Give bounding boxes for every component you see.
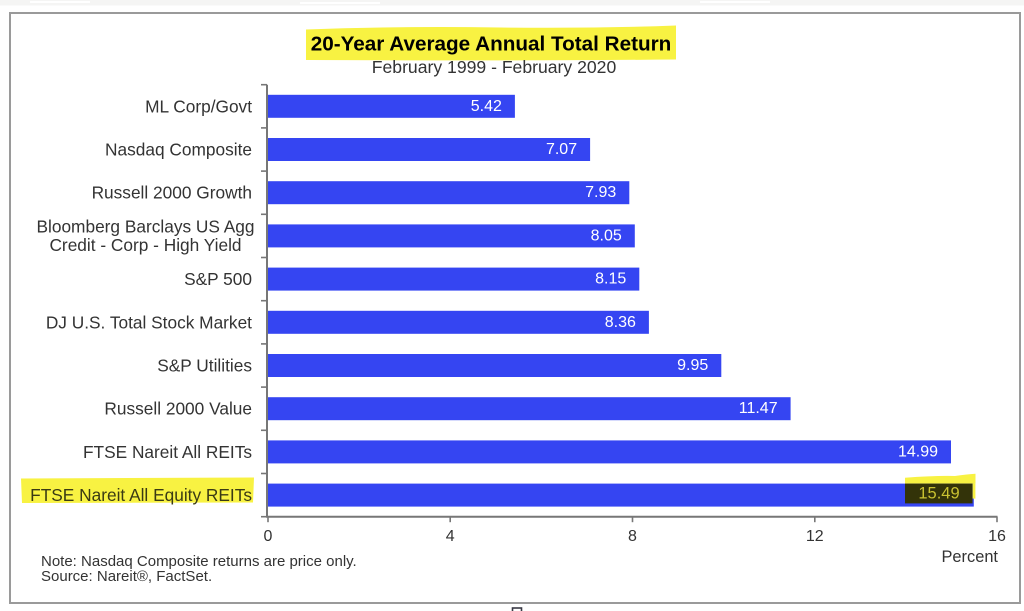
svg-text:8.15: 8.15 (595, 271, 626, 288)
svg-text:12: 12 (806, 528, 824, 545)
svg-text:FTSE Nareit All REITs: FTSE Nareit All REITs (83, 442, 252, 462)
svg-text:14.99: 14.99 (898, 443, 938, 460)
svg-text:Bloomberg Barclays US Agg: Bloomberg Barclays US Agg (36, 217, 254, 237)
svg-text:S&P 500: S&P 500 (184, 269, 252, 289)
svg-text:Nasdaq Composite: Nasdaq Composite (105, 140, 252, 160)
svg-text:Percent: Percent (942, 548, 999, 566)
svg-text:5.42: 5.42 (471, 98, 502, 115)
svg-text:Note: Nasdaq Composite returns: Note: Nasdaq Composite returns are price… (41, 553, 357, 570)
svg-text:Source: Nareit®, FactSet.: Source: Nareit®, FactSet. (41, 568, 212, 585)
svg-text:DJ U.S. Total Stock Market: DJ U.S. Total Stock Market (46, 312, 252, 332)
svg-text:20-Year Average Annual Total R: 20-Year Average Annual Total Return (311, 33, 672, 56)
svg-text:February 1999 - February 2020: February 1999 - February 2020 (372, 57, 617, 77)
svg-text:8.36: 8.36 (605, 314, 636, 331)
svg-text:0: 0 (264, 528, 273, 545)
svg-text:Credit - Corp - High Yield: Credit - Corp - High Yield (49, 235, 241, 255)
svg-text:Russell 2000 Value: Russell 2000 Value (104, 399, 252, 419)
svg-text:Russell 2000 Growth: Russell 2000 Growth (92, 183, 252, 203)
svg-text:11.47: 11.47 (739, 400, 778, 417)
svg-text:9.95: 9.95 (677, 357, 708, 374)
svg-text:16: 16 (988, 528, 1006, 545)
svg-text:7.07: 7.07 (546, 141, 577, 158)
svg-text:15.49: 15.49 (918, 485, 959, 503)
svg-text:8: 8 (628, 528, 637, 545)
svg-text:ML Corp/Govt: ML Corp/Govt (145, 96, 252, 116)
svg-text:FTSE Nareit All Equity REITs: FTSE Nareit All Equity REITs (30, 485, 252, 505)
svg-text:4: 4 (446, 528, 455, 545)
svg-text:7.93: 7.93 (585, 184, 616, 201)
svg-text:S&P Utilities: S&P Utilities (157, 356, 252, 376)
svg-text:8.05: 8.05 (591, 227, 622, 244)
